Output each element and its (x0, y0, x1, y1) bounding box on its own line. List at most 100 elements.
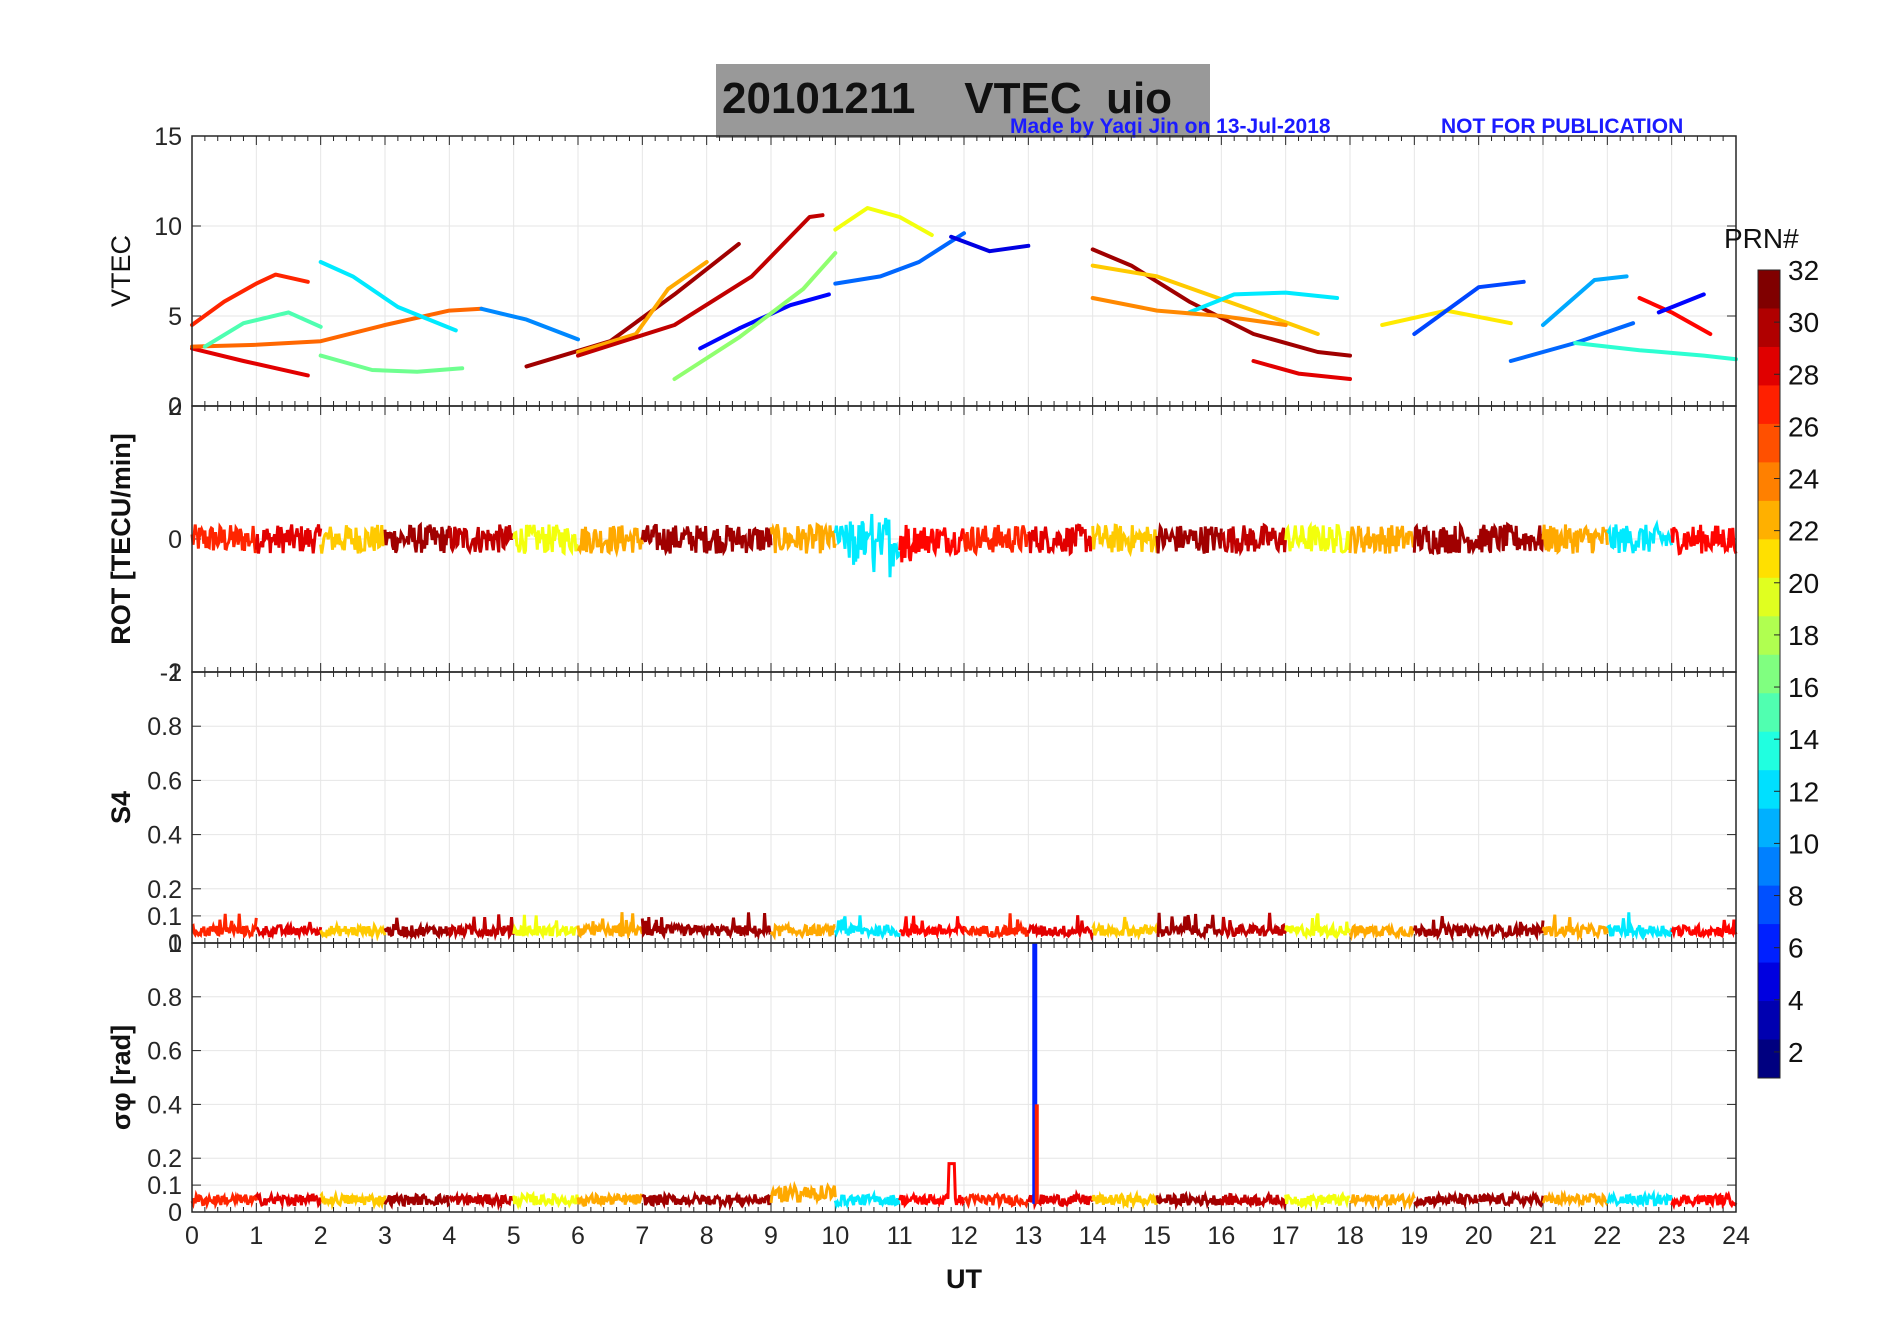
colorbar-segment (1758, 616, 1780, 656)
s4-trace (1606, 912, 1674, 941)
x-tick-label: 21 (1529, 1222, 1557, 1250)
sigma_phi-trace (1155, 1190, 1222, 1211)
vtec-trace (576, 213, 825, 358)
s4-trace (1026, 915, 1095, 942)
colorbar: 32 30 28 26 24 22 20 18 16 14 12 10 8 6 4 2 PRN# (1724, 223, 1819, 1079)
y-tick-label: 0.2 (147, 876, 182, 904)
y-tick-label: 0.2 (147, 1145, 182, 1173)
rot-trace (447, 524, 516, 556)
sigma_phi-trace (512, 1190, 580, 1211)
vtec-trace (190, 272, 310, 327)
sigma_phi-trace (1541, 1189, 1609, 1208)
chart-title: 20101211 VTEC uio (722, 74, 1172, 124)
s4-trace (255, 920, 323, 941)
y-tick-label: 10 (154, 213, 182, 241)
s4-trace (383, 917, 451, 940)
title-box (716, 64, 1210, 138)
vtec-trace (1541, 274, 1629, 327)
sigma_phi-trace (1026, 1189, 1095, 1211)
x-tick-label: 3 (378, 1222, 392, 1250)
y-tick-label: 0 (168, 930, 182, 958)
colorbar-segment (1758, 462, 1780, 502)
s4-trace (1284, 913, 1352, 941)
colorbar-segment (1758, 770, 1780, 810)
s4-trace (512, 914, 579, 940)
s4-trace (576, 912, 644, 941)
colorbar-tick-label: 22 (1788, 516, 1819, 547)
rot-trace (1606, 519, 1674, 554)
sigma_phi-trace (705, 1191, 773, 1212)
sigma_phi-trace (254, 1189, 323, 1210)
sigma_phi-trace (833, 1189, 901, 1210)
vtec-trace (479, 306, 580, 342)
y-tick-label: -2 (160, 659, 182, 687)
s4-trace (1156, 912, 1223, 941)
y-tick-label: 1 (168, 930, 182, 958)
colorbar-tick-label: 2 (1788, 1037, 1804, 1068)
sigma_phi-trace (641, 1190, 709, 1210)
title-quantity: VTEC (964, 74, 1082, 123)
colorbar-tick-label: 14 (1788, 724, 1819, 755)
x-tick-label: 18 (1336, 1222, 1364, 1250)
colorbar-tick-label: 30 (1788, 307, 1819, 338)
sigma_phi-trace (1284, 1191, 1351, 1211)
rot-trace (1284, 521, 1352, 554)
colorbar-segment (1758, 731, 1780, 771)
rot-trace (898, 524, 966, 563)
rot-trace (1348, 525, 1416, 555)
colorbar-frame (1757, 269, 1781, 1079)
colorbar-segment (1758, 1039, 1780, 1079)
x-tick-label: 4 (442, 1222, 456, 1250)
colorbar-segment (1758, 654, 1780, 694)
s4-trace (191, 913, 258, 940)
rot-trace (383, 521, 451, 554)
rot-trace (1027, 523, 1095, 557)
colorbar-tick-label: 10 (1788, 828, 1819, 859)
vtec-trace (1090, 263, 1320, 336)
y-tick-label: 0 (168, 526, 182, 554)
x-tick-label: 8 (700, 1222, 714, 1250)
colorbar-tick-label: 26 (1788, 411, 1819, 442)
vtec-trace (190, 306, 484, 349)
x-tick-label: 12 (950, 1222, 978, 1250)
x-tick-label: 0 (185, 1222, 199, 1250)
rot-trace (1219, 522, 1288, 557)
sigma_phi-trace (1478, 1189, 1545, 1210)
title-date: 20101211 (722, 74, 916, 123)
vtec-trace (833, 206, 934, 237)
sigma_phi-trace (1219, 1190, 1288, 1211)
x-tick-label: 20 (1465, 1222, 1493, 1250)
s4-trace (833, 915, 902, 941)
vtec-trace (1637, 296, 1713, 336)
x-tick-label: 19 (1400, 1222, 1428, 1250)
colorbar-segment (1758, 1001, 1780, 1041)
rot-trace (1541, 523, 1609, 555)
y-axis-label: VTEC (106, 235, 136, 307)
y-tick-label: 0 (168, 1199, 182, 1227)
s4-trace (705, 912, 773, 940)
y-tick-label: 0.8 (147, 713, 182, 741)
rot-trace (1477, 521, 1545, 554)
rot-trace (705, 524, 773, 557)
y-tick-label: 2 (168, 393, 182, 421)
data-sigma_phi (190, 943, 1738, 1212)
x-tick-label: 22 (1593, 1222, 1621, 1250)
y-tick-label: 0.8 (147, 984, 182, 1012)
x-tick-label: 15 (1143, 1222, 1171, 1250)
s4-trace (1541, 914, 1609, 942)
x-tick-label: 5 (507, 1222, 521, 1250)
vtec-trace (1090, 296, 1288, 327)
colorbar-segment (1758, 270, 1780, 309)
s4-trace (1670, 919, 1738, 939)
x-tick-label: 16 (1207, 1222, 1235, 1250)
vtec-trace (698, 292, 831, 351)
vtec-trace (1187, 290, 1340, 315)
x-tick-label: 13 (1014, 1222, 1042, 1250)
vtec-trace (318, 260, 458, 333)
sigma_phi-trace (1091, 1189, 1159, 1210)
vtec-trace (1508, 321, 1636, 363)
vtec-trace (318, 353, 465, 374)
y-tick-label: 1 (168, 659, 182, 687)
